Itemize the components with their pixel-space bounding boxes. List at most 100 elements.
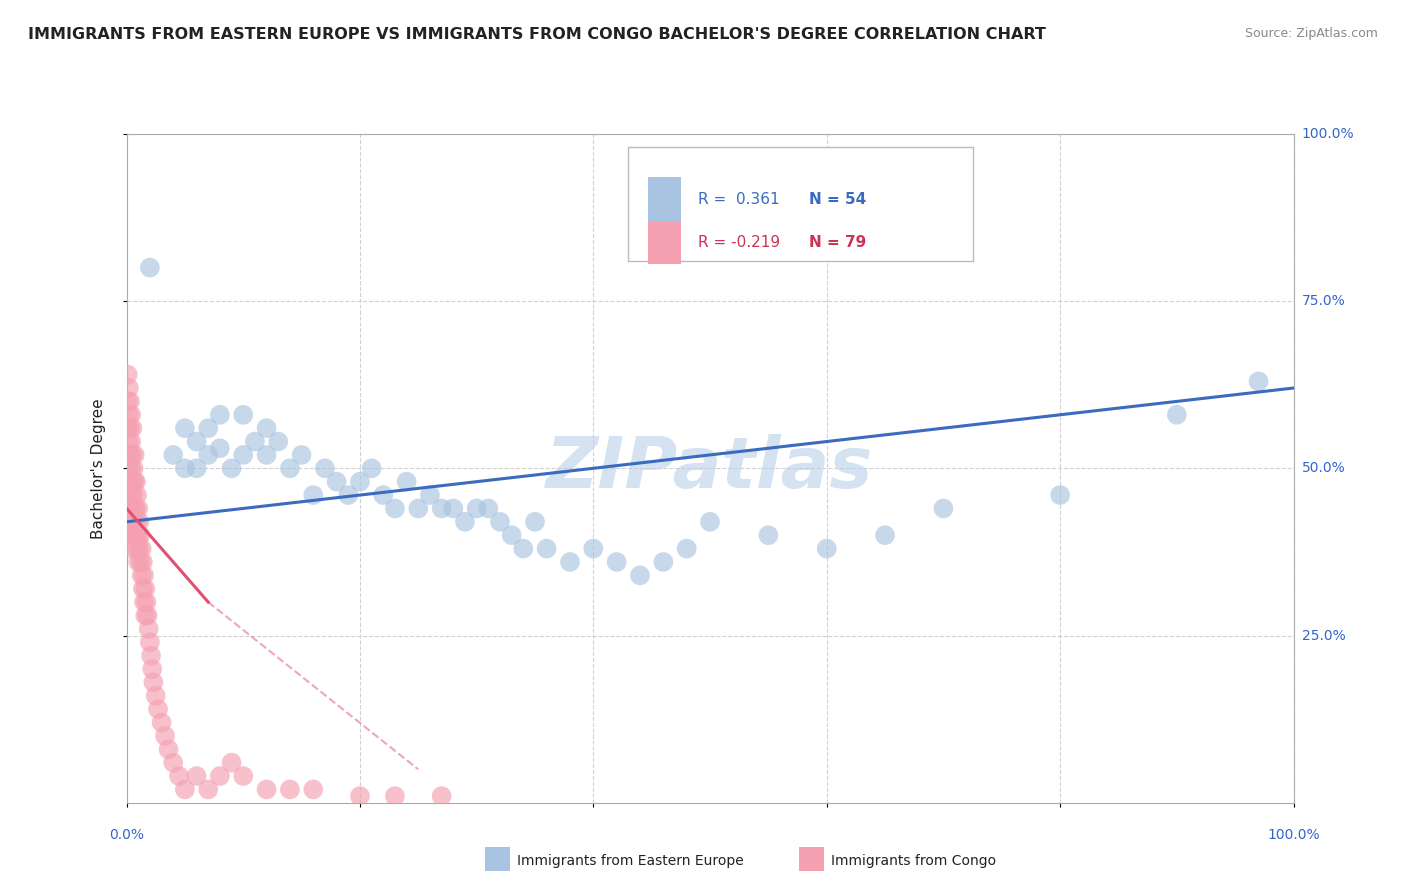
Point: [932, 501, 955, 516]
Point: [408, 501, 430, 516]
Point: [186, 434, 208, 449]
Point: [125, 515, 148, 529]
Point: [118, 408, 141, 422]
Point: [232, 408, 254, 422]
Point: [699, 515, 721, 529]
Point: [118, 421, 141, 435]
Point: [875, 528, 897, 542]
Point: [132, 568, 155, 582]
Point: [128, 515, 150, 529]
Point: [132, 555, 155, 569]
Point: [582, 541, 605, 556]
Point: [117, 394, 139, 409]
Point: [373, 488, 395, 502]
Point: [124, 448, 146, 462]
Point: [523, 515, 546, 529]
Point: [512, 541, 534, 556]
Point: [441, 501, 464, 516]
Point: [349, 475, 371, 489]
Point: [501, 528, 523, 542]
Point: [136, 608, 159, 623]
Text: 50.0%: 50.0%: [1302, 461, 1346, 475]
Point: [142, 675, 165, 690]
Text: R = -0.219: R = -0.219: [699, 235, 780, 250]
Point: [197, 421, 219, 435]
Point: [125, 501, 148, 516]
Point: [129, 528, 152, 542]
Point: [243, 434, 266, 449]
Point: [325, 475, 347, 489]
Point: [121, 448, 143, 462]
Point: [145, 689, 167, 703]
Point: [120, 408, 142, 422]
Point: [134, 582, 156, 596]
Text: Immigrants from Congo: Immigrants from Congo: [831, 854, 995, 868]
Point: [278, 461, 301, 475]
Point: [174, 782, 197, 797]
Point: [125, 541, 148, 556]
Point: [290, 448, 312, 462]
Point: [536, 541, 558, 556]
Point: [395, 475, 418, 489]
Point: [606, 555, 628, 569]
Point: [208, 442, 231, 456]
Point: [127, 501, 149, 516]
Point: [139, 260, 162, 275]
Point: [117, 368, 139, 382]
Point: [124, 501, 146, 516]
Point: [314, 461, 336, 475]
Point: [167, 769, 190, 783]
Text: ZIPatlas: ZIPatlas: [547, 434, 873, 503]
Text: N = 79: N = 79: [810, 235, 866, 250]
Point: [118, 461, 141, 475]
Point: [131, 568, 153, 582]
Point: [186, 461, 208, 475]
Point: [138, 622, 160, 636]
Point: [120, 515, 142, 529]
Point: [675, 541, 697, 556]
Point: [139, 635, 162, 649]
FancyBboxPatch shape: [628, 147, 973, 261]
Point: [120, 434, 142, 449]
Point: [186, 769, 208, 783]
Point: [146, 702, 169, 716]
Point: [117, 448, 139, 462]
Point: [349, 789, 371, 803]
Point: [419, 488, 441, 502]
Point: [118, 394, 141, 409]
Text: Source: ZipAtlas.com: Source: ZipAtlas.com: [1244, 27, 1378, 40]
Point: [131, 541, 153, 556]
Point: [118, 434, 141, 449]
Point: [118, 381, 141, 395]
Point: [121, 421, 143, 435]
Point: [652, 555, 675, 569]
Point: [162, 448, 184, 462]
Point: [127, 528, 149, 542]
Point: [135, 595, 157, 609]
Text: IMMIGRANTS FROM EASTERN EUROPE VS IMMIGRANTS FROM CONGO BACHELOR'S DEGREE CORREL: IMMIGRANTS FROM EASTERN EUROPE VS IMMIGR…: [28, 27, 1046, 42]
Point: [337, 488, 360, 502]
Point: [118, 501, 141, 516]
Point: [125, 475, 148, 489]
Point: [139, 648, 162, 663]
Point: [150, 715, 173, 730]
Point: [157, 742, 180, 756]
Point: [134, 608, 156, 623]
Text: R =  0.361: R = 0.361: [699, 192, 780, 207]
Point: [129, 555, 152, 569]
Point: [174, 461, 197, 475]
Point: [120, 488, 142, 502]
Point: [465, 501, 488, 516]
Point: [132, 595, 155, 609]
Point: [815, 541, 838, 556]
Point: [477, 501, 499, 516]
Point: [124, 475, 146, 489]
Point: [360, 461, 382, 475]
Point: [454, 515, 477, 529]
Point: [558, 555, 581, 569]
Point: [118, 448, 141, 462]
Point: [118, 475, 141, 489]
Point: [756, 528, 779, 542]
Point: [232, 769, 254, 783]
Point: [121, 475, 143, 489]
